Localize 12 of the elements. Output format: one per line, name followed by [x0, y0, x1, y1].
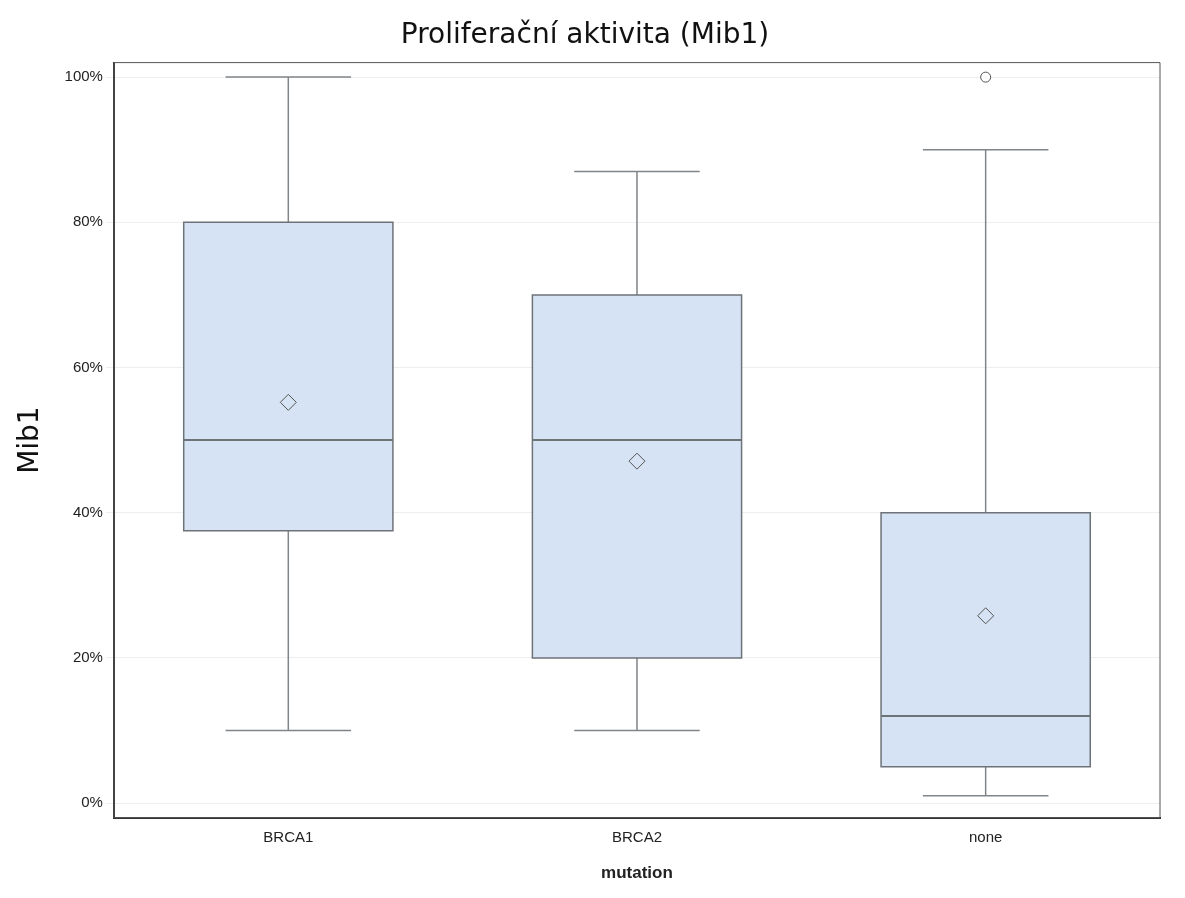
y-tick-label: 100% — [64, 67, 103, 85]
y-tick-label: 0% — [81, 793, 103, 811]
y-tick-label: 60% — [72, 357, 103, 375]
x-tick-label: none — [968, 827, 1003, 845]
y-tick-label: 40% — [72, 502, 103, 520]
y-axis-title: Mib1 — [12, 406, 46, 474]
y-tick-label: 80% — [72, 212, 103, 230]
chart-title: Proliferační aktivita (Mib1) — [400, 17, 770, 51]
x-tick-label: BRCA2 — [611, 827, 662, 845]
x-axis-title: mutation — [601, 863, 673, 883]
x-tick-label: BRCA1 — [263, 827, 314, 845]
y-tick-label: 20% — [72, 648, 103, 666]
